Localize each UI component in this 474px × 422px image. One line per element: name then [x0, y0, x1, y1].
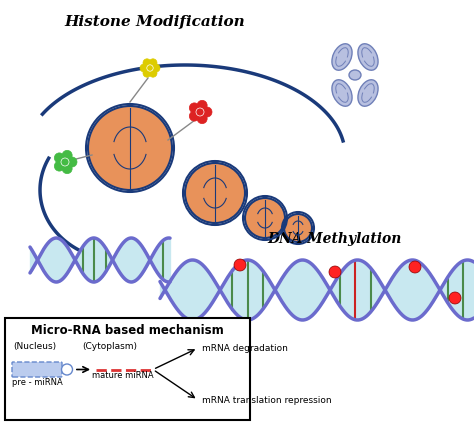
Circle shape [409, 261, 421, 273]
Ellipse shape [332, 80, 352, 106]
Circle shape [62, 164, 72, 174]
Circle shape [88, 106, 172, 190]
FancyBboxPatch shape [5, 318, 250, 420]
Circle shape [140, 64, 148, 72]
Circle shape [67, 157, 77, 167]
Circle shape [55, 153, 64, 163]
FancyBboxPatch shape [12, 362, 62, 377]
Ellipse shape [349, 70, 361, 80]
Ellipse shape [332, 44, 352, 70]
Text: Histone Modification: Histone Modification [64, 15, 246, 29]
Circle shape [185, 163, 245, 223]
Text: pre - miRNA: pre - miRNA [12, 378, 63, 387]
Circle shape [189, 103, 200, 113]
Text: mRNA degradation: mRNA degradation [202, 344, 288, 353]
Circle shape [149, 69, 157, 77]
Circle shape [196, 108, 204, 116]
Circle shape [147, 65, 153, 71]
Circle shape [197, 114, 207, 124]
Circle shape [449, 292, 461, 304]
Text: (Cytoplasm): (Cytoplasm) [82, 342, 137, 351]
Circle shape [202, 107, 212, 117]
Circle shape [61, 158, 69, 166]
Circle shape [143, 59, 151, 67]
Circle shape [284, 214, 312, 242]
Circle shape [197, 100, 207, 110]
Ellipse shape [358, 80, 378, 106]
Circle shape [245, 198, 285, 238]
Ellipse shape [358, 44, 378, 70]
Circle shape [149, 59, 157, 67]
Circle shape [234, 259, 246, 271]
Circle shape [62, 150, 72, 160]
Text: DNA Methylation: DNA Methylation [268, 232, 402, 246]
Circle shape [329, 266, 341, 278]
Text: Micro-RNA based mechanism: Micro-RNA based mechanism [31, 324, 224, 337]
Circle shape [189, 111, 200, 121]
Text: mature miRNA: mature miRNA [92, 371, 154, 381]
Text: (Nucleus): (Nucleus) [13, 342, 56, 351]
Circle shape [143, 69, 151, 77]
Circle shape [55, 161, 64, 171]
Circle shape [152, 64, 160, 72]
Circle shape [62, 364, 73, 375]
Text: mRNA translation repression: mRNA translation repression [202, 396, 332, 405]
